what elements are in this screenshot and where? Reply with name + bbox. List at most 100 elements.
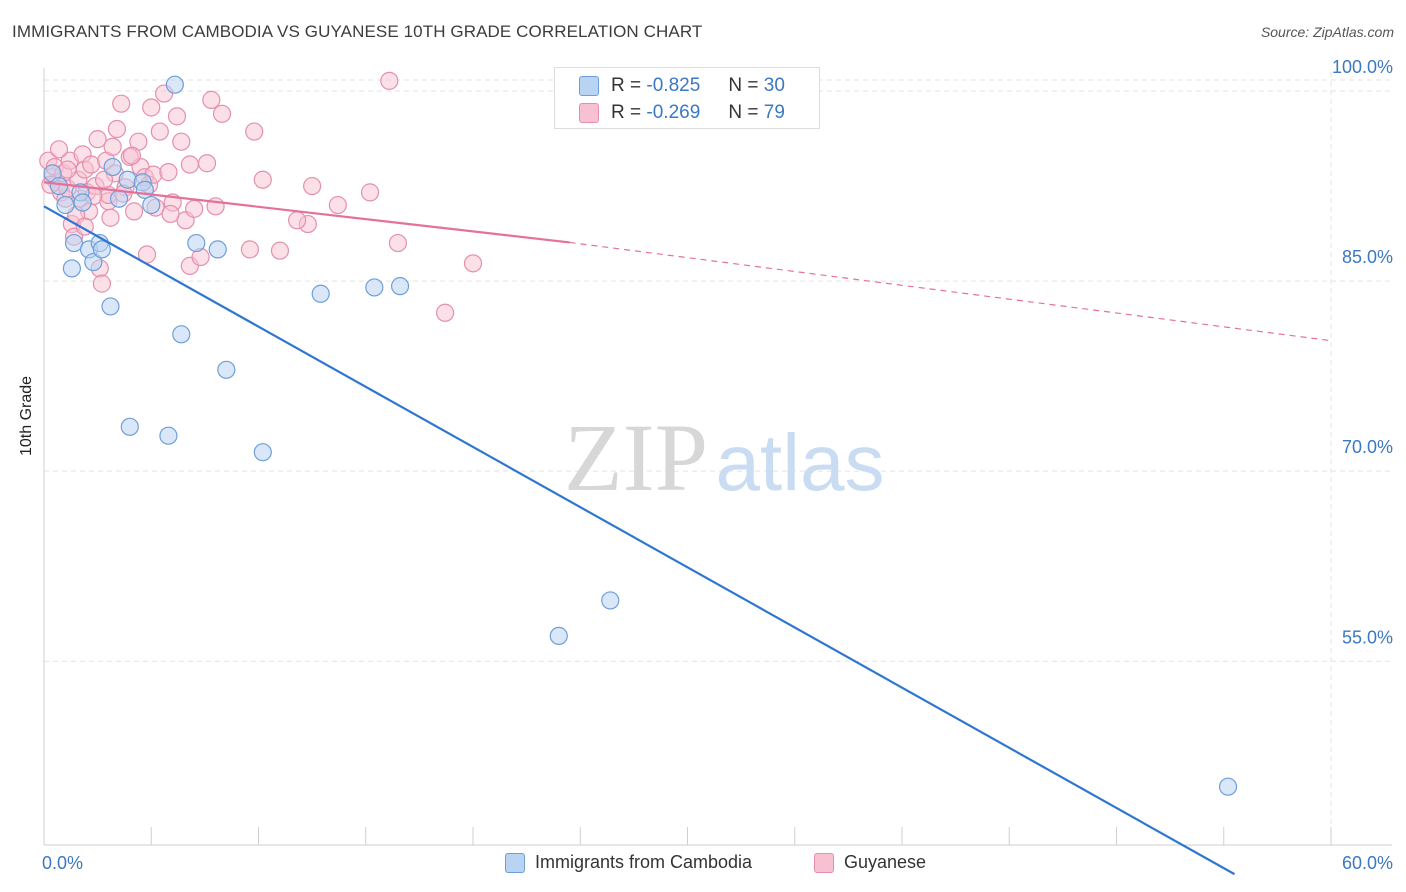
legend-item-cambodia[interactable]: Immigrants from Cambodia (505, 852, 752, 873)
data-point-cambodia (365, 278, 384, 297)
data-point-cambodia (1218, 777, 1238, 796)
data-point-guyanese (328, 195, 347, 215)
data-point-cambodia (390, 277, 410, 296)
data-point-cambodia (253, 443, 272, 462)
stats-r-value: -0.825 (646, 75, 701, 96)
data-point-guyanese (185, 199, 204, 218)
data-point-cambodia (73, 193, 92, 212)
tick-labels: 55.0% 70.0% 85.0% 100.0% 0.0% 60.0% (42, 57, 1393, 873)
stats-row-guyanese: R = -0.269 N = 79 (579, 101, 785, 125)
data-point-guyanese (245, 122, 264, 141)
data-point-cambodia (208, 240, 227, 259)
data-point-guyanese (88, 130, 107, 149)
data-point-cambodia (56, 195, 75, 215)
stats-row-cambodia: R = -0.825 N = 30 (579, 74, 785, 98)
data-point-guyanese (124, 202, 144, 221)
data-point-guyanese (142, 98, 161, 117)
axes (43, 68, 1392, 846)
data-point-cambodia (159, 426, 178, 445)
data-point-guyanese (122, 146, 142, 165)
y-tick-label: 70.0% (1342, 437, 1393, 457)
trendline-guyanese-extension (569, 241, 1332, 342)
data-point-guyanese (303, 176, 322, 196)
stats-r-label: R = (611, 75, 642, 96)
legend-label-cambodia: Immigrants from Cambodia (535, 852, 753, 872)
stats-n-label: N = (728, 102, 759, 123)
data-point-cambodia (165, 75, 184, 94)
stats-r-value: -0.269 (646, 102, 701, 123)
stats-swatch-guyanese (579, 103, 599, 123)
cambodia-points (43, 75, 1238, 796)
y-tick-label: 85.0% (1342, 247, 1393, 267)
legend: Immigrants from Cambodia Guyanese (0, 852, 1406, 878)
data-point-cambodia (49, 176, 69, 196)
legend-label-guyanese: Guyanese (844, 852, 927, 872)
data-point-guyanese (167, 107, 187, 126)
watermark: ZIP atlas (564, 404, 884, 511)
data-point-cambodia (217, 360, 236, 379)
data-point-guyanese (288, 211, 307, 230)
data-point-guyanese (103, 137, 122, 156)
data-point-guyanese (212, 104, 232, 123)
data-point-cambodia (103, 157, 122, 177)
data-point-guyanese (253, 170, 272, 189)
data-point-guyanese (107, 119, 127, 139)
data-point-cambodia (135, 180, 154, 199)
trendline-guyanese (43, 181, 570, 244)
data-point-cambodia (601, 591, 620, 610)
data-point-guyanese (380, 71, 399, 90)
stats-box: R = -0.825 N = 30 R = -0.269 N = 79 (554, 67, 820, 129)
chart-title: IMMIGRANTS FROM CAMBODIA VS GUYANESE 10T… (12, 22, 703, 41)
data-point-cambodia (172, 325, 191, 344)
data-point-guyanese (388, 233, 408, 253)
data-point-guyanese (49, 140, 69, 159)
legend-swatch-cambodia (505, 852, 525, 873)
stats-r-label: R = (611, 102, 642, 123)
data-point-guyanese (463, 254, 483, 273)
data-point-guyanese (82, 155, 101, 174)
data-point-guyanese (240, 240, 260, 259)
data-point-cambodia (92, 240, 112, 259)
data-point-cambodia (118, 170, 137, 189)
data-point-guyanese (270, 241, 290, 260)
watermark-atlas: atlas (716, 418, 885, 507)
data-point-guyanese (159, 163, 178, 182)
data-point-guyanese (150, 122, 169, 141)
data-point-guyanese (197, 154, 217, 173)
data-point-guyanese (172, 132, 191, 151)
data-point-guyanese (161, 204, 180, 224)
y-tick-label: 100.0% (1332, 57, 1393, 77)
data-point-guyanese (180, 155, 199, 174)
data-point-cambodia (142, 195, 161, 215)
data-point-cambodia (101, 297, 120, 316)
data-point-guyanese (58, 160, 77, 179)
data-point-guyanese (436, 303, 455, 322)
data-point-cambodia (187, 233, 206, 253)
data-point-cambodia (109, 189, 129, 208)
data-point-cambodia (549, 626, 568, 646)
stats-n-value: 79 (763, 102, 785, 123)
stats-swatch-cambodia (579, 76, 599, 96)
source-label: Source: ZipAtlas.com (1260, 24, 1394, 40)
x-tick-label: 60.0% (1342, 853, 1393, 873)
data-point-cambodia (311, 284, 330, 303)
data-point-guyanese (202, 90, 221, 109)
stats-n-label: N = (728, 75, 759, 96)
data-point-guyanese (360, 183, 380, 202)
stats-n-value: 30 (763, 75, 785, 96)
data-point-cambodia (120, 417, 139, 436)
x-tick-label: 0.0% (42, 853, 83, 873)
legend-item-guyanese[interactable]: Guyanese (814, 852, 926, 873)
trendlines (43, 181, 1332, 876)
data-point-guyanese (101, 208, 120, 227)
watermark-zip: ZIP (564, 404, 708, 511)
data-point-cambodia (84, 252, 103, 272)
data-point-guyanese (92, 274, 112, 293)
data-point-guyanese (112, 94, 131, 113)
guyanese-points (39, 71, 483, 322)
legend-swatch-guyanese (814, 852, 834, 873)
y-tick-label: 55.0% (1342, 627, 1393, 647)
trendline-cambodia (43, 205, 1236, 876)
grid-lines (44, 72, 1392, 845)
